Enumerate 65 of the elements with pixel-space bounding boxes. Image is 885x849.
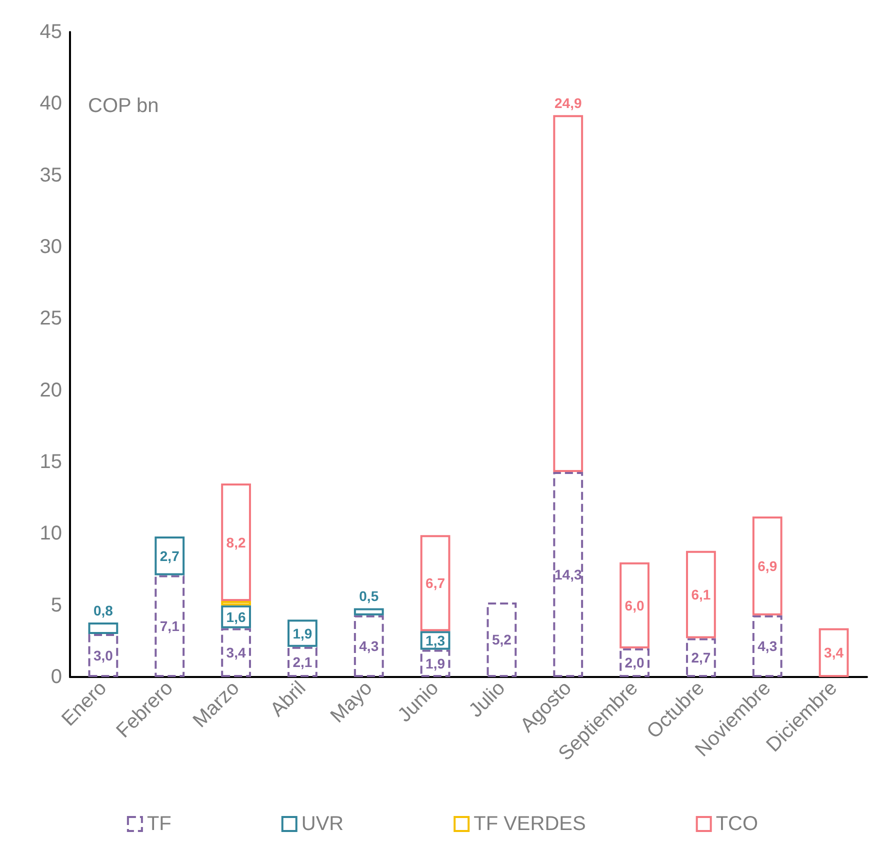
data-label: 7,1 [160,618,180,634]
data-label: 8,2 [226,534,246,550]
data-label: 6,9 [758,558,778,574]
data-label: 1,9 [292,625,312,642]
y-tick-label: 45 [40,21,62,43]
bar [221,601,251,606]
bar [354,615,384,677]
bar [420,535,450,632]
y-tick-label: 20 [40,379,62,402]
bar [221,484,251,602]
bar [686,550,716,638]
data-label: 2,1 [292,654,312,670]
annotation: COP bn [88,95,159,117]
bar [420,631,450,650]
bar [620,648,650,677]
bar [620,562,650,648]
y-tick-label: 10 [40,522,62,545]
data-label: 2,7 [160,548,180,564]
bar [686,638,716,677]
data-label: 1,6 [226,608,246,625]
bar [752,516,782,616]
data-label: 0,5 [359,588,379,604]
data-label: 14,3 [554,566,582,583]
data-label: 24,9 [554,95,582,112]
bar [221,628,251,677]
data-label: 4,3 [359,638,379,654]
x-tick-label: Julio [464,677,510,722]
data-label: 3,4 [226,644,246,661]
data-label: 1,3 [426,632,446,648]
bar [288,646,318,677]
data-label: 6,1 [691,586,711,603]
y-tick-label: 0 [50,666,62,688]
y-tick-label: 40 [40,92,62,115]
bar [354,608,384,616]
bar [818,628,849,677]
y-tick-label: 35 [40,164,62,186]
data-label: 5,2 [492,632,512,648]
bar [221,605,251,628]
bar [88,622,118,634]
bar [553,472,584,677]
bar [88,634,118,677]
legend-label: TCO [716,813,758,835]
data-label: 6,0 [624,597,644,614]
legend-label: TF [146,813,172,835]
bar [553,115,584,472]
data-label: 0,8 [93,602,114,619]
bar [420,650,450,677]
y-tick-label: 5 [50,594,62,616]
y-tick-label: 15 [40,451,62,473]
bar [486,602,517,677]
data-label: 4,3 [758,638,778,654]
data-label: 2,0 [624,654,644,671]
data-label: 1,9 [426,655,446,672]
bar [154,575,185,677]
legend-label: TF VERDES [474,813,586,835]
y-tick-label: 30 [40,236,62,258]
bar [288,620,318,647]
data-label: 6,7 [426,575,446,592]
data-label: 3,0 [93,648,114,664]
data-label: 3,4 [824,644,844,661]
legend-label: UVR [301,813,344,835]
bar [752,615,782,677]
bar [154,536,185,576]
data-label: 2,7 [691,650,711,666]
y-tick-label: 25 [40,308,62,330]
